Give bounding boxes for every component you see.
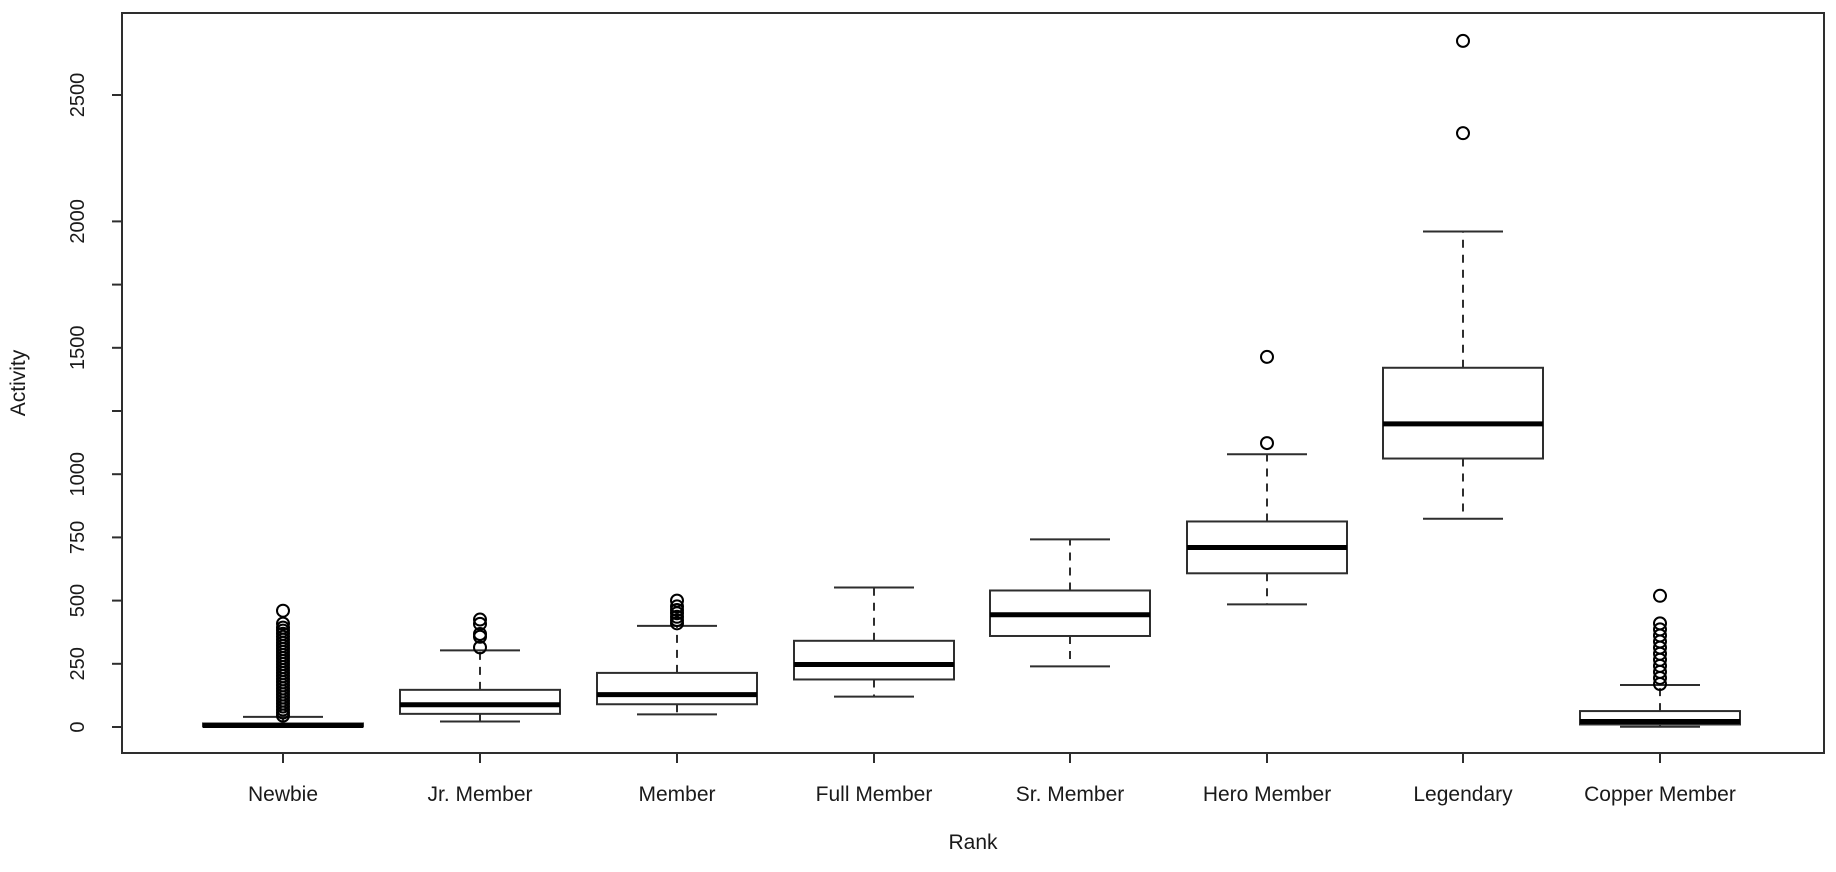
boxplot-legendary bbox=[1382, 33, 1544, 520]
boxplot-newbie bbox=[202, 603, 364, 728]
boxplot-jr-member bbox=[399, 612, 561, 723]
iqr-box bbox=[793, 639, 955, 681]
outlier-point bbox=[1260, 436, 1274, 451]
outlier-point bbox=[1653, 616, 1667, 631]
y-tick-label: 2500 bbox=[67, 73, 89, 118]
x-tick-label-hero-member: Hero Member bbox=[1203, 783, 1331, 806]
boxplot-sr-member bbox=[989, 538, 1151, 668]
outlier-point bbox=[276, 620, 290, 635]
iqr-box bbox=[1382, 366, 1544, 460]
x-tick-label-newbie: Newbie bbox=[248, 783, 318, 806]
outlier-point bbox=[1260, 349, 1274, 364]
x-tick-label-member: Member bbox=[638, 783, 715, 806]
outlier-point bbox=[670, 599, 684, 614]
y-tick-label: 0 bbox=[67, 721, 89, 732]
x-axis-title: Rank bbox=[948, 831, 998, 854]
plot-border bbox=[121, 12, 1825, 754]
outlier-point bbox=[473, 626, 487, 641]
outlier-point bbox=[1456, 33, 1470, 48]
outlier-point bbox=[670, 593, 684, 608]
iqr-box bbox=[596, 671, 758, 706]
boxplot-hero-member bbox=[1186, 349, 1348, 606]
y-tick-label: 1000 bbox=[67, 452, 89, 497]
y-tick-label: 1500 bbox=[67, 326, 89, 371]
outlier-point bbox=[276, 603, 290, 618]
y-tick-label: 750 bbox=[67, 521, 89, 554]
x-tick-label-full-member: Full Member bbox=[816, 783, 933, 806]
x-tick-label-jr-member: Jr. Member bbox=[427, 783, 532, 806]
boxplot-member bbox=[596, 593, 758, 716]
outlier-point bbox=[473, 640, 487, 655]
boxplot-copper-member bbox=[1579, 588, 1741, 728]
outlier-point bbox=[1653, 588, 1667, 603]
outlier-point bbox=[473, 612, 487, 627]
y-tick-label: 2000 bbox=[67, 199, 89, 244]
outlier-point bbox=[1653, 622, 1667, 637]
y-axis: 0 250 500 750 1000 1500 2000 2500 bbox=[67, 73, 122, 733]
x-tick-label-legendary: Legendary bbox=[1413, 783, 1513, 806]
iqr-box bbox=[399, 688, 561, 715]
y-tick-label: 250 bbox=[67, 647, 89, 680]
boxplot-full-member bbox=[793, 586, 955, 698]
x-tick-label-sr-member: Sr. Member bbox=[1016, 783, 1125, 806]
x-tick-label-copper-member: Copper Member bbox=[1584, 783, 1736, 806]
outlier-point bbox=[473, 616, 487, 631]
y-axis-title: Activity bbox=[7, 349, 30, 416]
outlier-point bbox=[1456, 126, 1470, 141]
x-axis: Newbie Jr. Member Member Full Member Sr. Mem… bbox=[248, 753, 1736, 806]
y-tick-label: 500 bbox=[67, 584, 89, 617]
